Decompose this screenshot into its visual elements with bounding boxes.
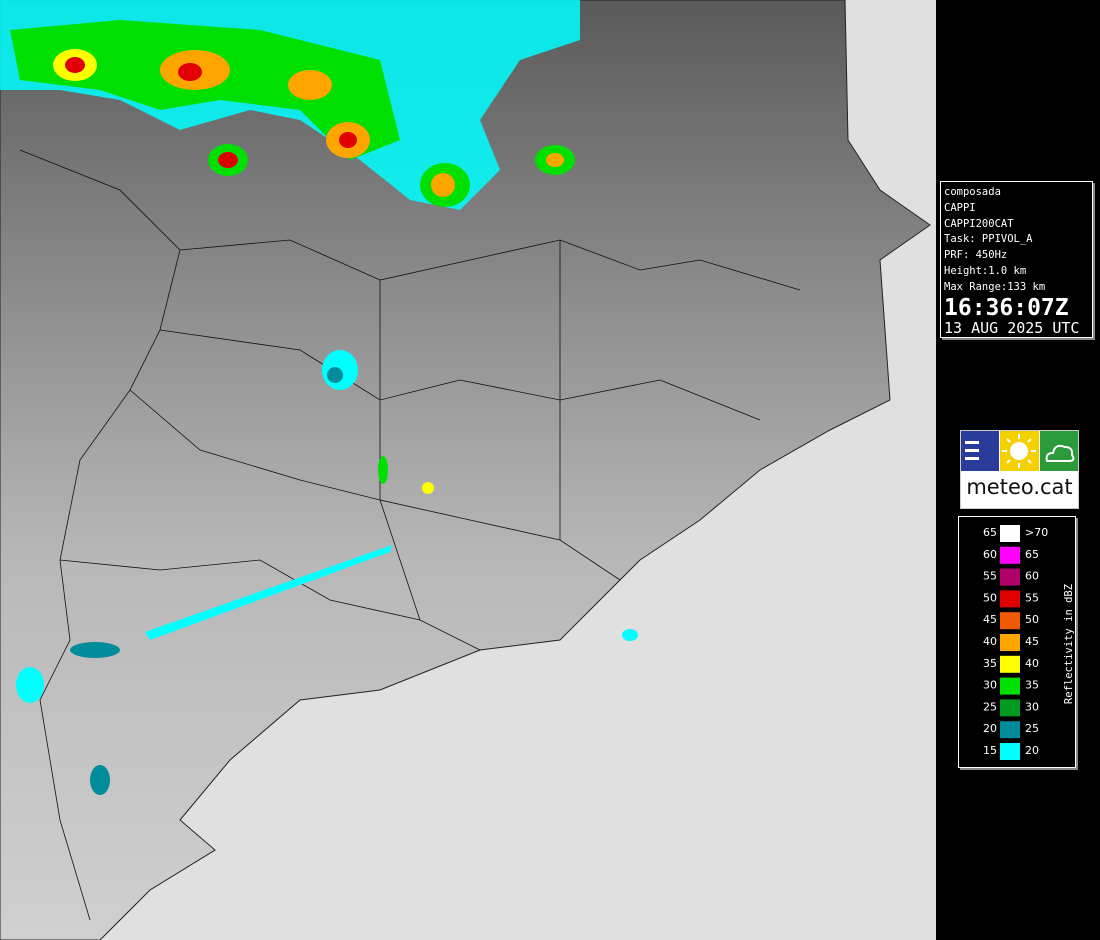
- logo-icons: [961, 431, 1078, 471]
- info-time: 16:36:07Z: [944, 294, 1069, 321]
- legend-high: 20: [1025, 744, 1039, 757]
- info-date: 13 AUG 2025 UTC: [944, 318, 1080, 337]
- legend: Reflectivity in dBZ 65 >70 60 65 55 60 50 55 45 5…: [958, 516, 1076, 768]
- logo-text: meteo.cat: [966, 475, 1073, 499]
- radar-echoes: [0, 0, 638, 795]
- legend-swatch: [1000, 721, 1020, 739]
- radar-map: [0, 0, 936, 940]
- legend-low: 15: [983, 744, 997, 757]
- info-line: CAPPI: [944, 201, 976, 214]
- info-box: composada CAPPI CAPPI200CAT Task: PPIVOL_A P…: [940, 181, 1093, 338]
- legend-low: 60: [983, 548, 997, 561]
- legend-low: 55: [983, 570, 997, 583]
- legend-high: 30: [1025, 700, 1039, 713]
- legend-swatch: [1000, 743, 1020, 760]
- info-line: PRF: 450Hz: [944, 249, 1008, 262]
- logo: meteo.cat: [960, 430, 1079, 509]
- legend-low: 65: [983, 526, 997, 539]
- legend-low: 25: [983, 700, 997, 713]
- legend-low: 35: [983, 657, 997, 670]
- legend-swatch: [1000, 546, 1020, 564]
- legend-high: 65: [1025, 548, 1039, 561]
- legend-swatch: [1000, 568, 1020, 586]
- info-line: CAPPI200CAT: [944, 217, 1014, 230]
- info-line: composada: [944, 186, 1001, 198]
- legend-high: 35: [1025, 679, 1039, 692]
- legend-swatch: [1000, 699, 1020, 717]
- legend-swatch: [1000, 634, 1020, 651]
- legend-swatch: [1000, 612, 1020, 630]
- legend-low: 30: [983, 679, 997, 692]
- legend-high: 50: [1025, 613, 1039, 626]
- info-line: Task: PPIVOL_A: [944, 233, 1033, 246]
- legend-swatch: [1000, 590, 1020, 608]
- legend-swatch: [1000, 677, 1020, 695]
- legend-graphic: Reflectivity in dBZ 65 >70 60 65 55 60 50 55 45 5…: [983, 525, 1075, 760]
- legend-high: 45: [1025, 635, 1039, 648]
- legend-low: 20: [983, 722, 997, 735]
- legend-low: 50: [983, 591, 997, 604]
- info-line: Height:1.0 km: [944, 264, 1027, 277]
- legend-low: 45: [983, 613, 997, 626]
- legend-high: 60: [1025, 570, 1039, 583]
- legend-high: 25: [1025, 722, 1039, 735]
- legend-high: 55: [1025, 591, 1039, 604]
- legend-swatch: [1000, 525, 1020, 542]
- info-line: Max Range:133 km: [944, 280, 1046, 293]
- legend-high: >70: [1025, 526, 1048, 539]
- legend-high: 40: [1025, 657, 1039, 670]
- legend-title: Reflectivity in dBZ: [1063, 584, 1075, 704]
- legend-swatch: [1000, 655, 1020, 673]
- legend-low: 40: [983, 635, 997, 648]
